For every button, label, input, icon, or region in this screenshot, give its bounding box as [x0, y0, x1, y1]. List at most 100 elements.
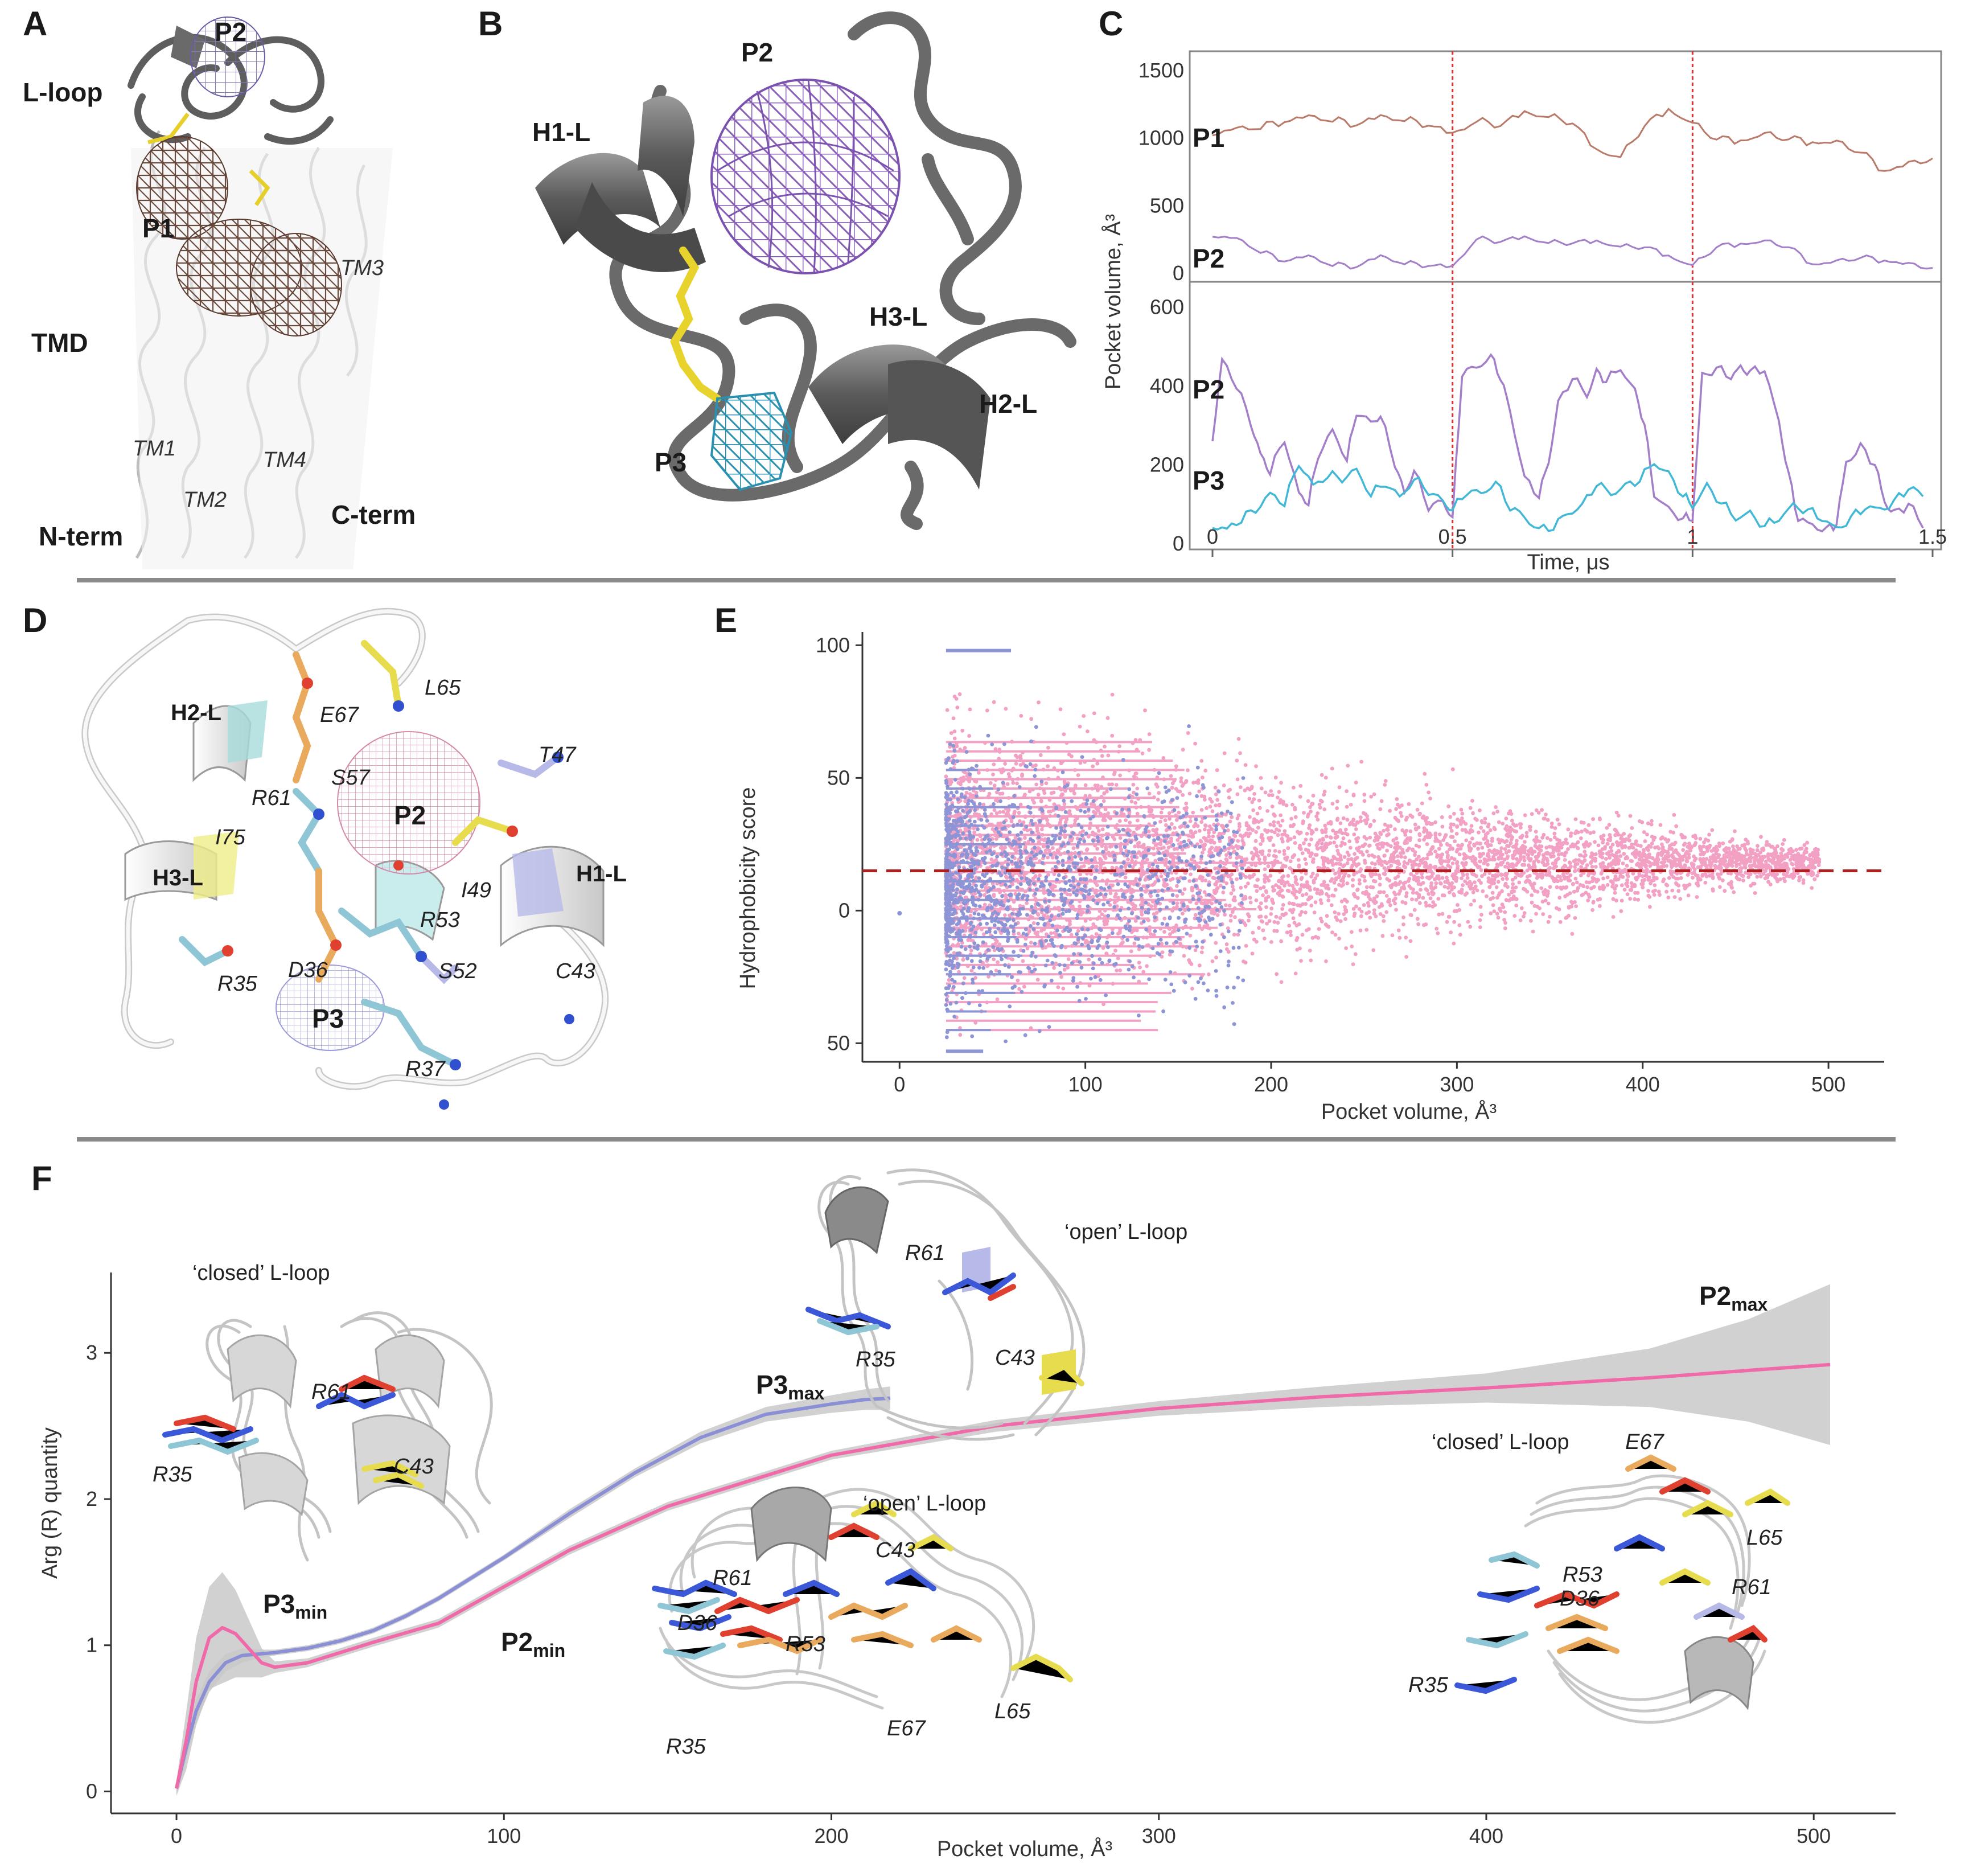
e-point-pink: [1276, 820, 1280, 824]
e-point-pink: [1294, 972, 1298, 976]
e-point-pink: [1391, 933, 1395, 937]
e-point-pink: [1063, 968, 1067, 972]
e-point-pink: [1215, 880, 1219, 884]
e-point-pink: [1216, 913, 1220, 917]
e-point-pink: [1405, 816, 1409, 820]
e-point-pink: [1210, 827, 1214, 831]
e-point-pink: [1399, 855, 1403, 859]
e-point-pink: [1353, 914, 1357, 918]
e-point-pink: [1314, 853, 1318, 857]
e-point-pink: [1733, 830, 1737, 834]
e-point-pink: [1753, 891, 1757, 895]
e-point-pink: [1279, 824, 1283, 828]
e-point-pink: [1099, 858, 1103, 862]
e-point-pink: [1541, 912, 1545, 916]
e-point-pink: [1359, 815, 1363, 819]
e-point-pink: [1598, 897, 1602, 901]
e-point-pink: [1204, 824, 1208, 828]
e-point-pink: [1175, 894, 1179, 898]
e-point-pink: [1269, 789, 1273, 793]
e-point-pink: [1693, 843, 1697, 847]
e-point-pink: [1698, 847, 1702, 851]
e-point-pink: [1233, 898, 1237, 902]
e-point-pink: [1721, 841, 1725, 845]
e-point-pink: [1264, 896, 1268, 900]
e-point-pink: [1723, 889, 1727, 893]
e-point-pink: [1419, 859, 1423, 863]
e-point-pink: [1267, 836, 1271, 840]
e-point-pink: [1322, 860, 1326, 864]
e-point-pink: [1178, 942, 1182, 946]
e-point-pink: [1583, 859, 1587, 863]
c-bottom-ytick-1: 200: [1150, 453, 1184, 477]
c-xtick-3: 1.5: [1918, 525, 1947, 548]
e-point-pink: [1748, 864, 1752, 868]
e-point-pink: [1235, 877, 1239, 881]
e-point-pink: [1511, 882, 1515, 886]
e-point-pink: [1201, 775, 1205, 779]
e-point-pink: [1479, 826, 1483, 830]
e-point-pink: [1586, 844, 1590, 848]
d-res-i75: I75: [215, 826, 246, 849]
e-point-pink: [1438, 881, 1442, 885]
e-point-pink: [1188, 934, 1192, 938]
e-point-pink: [1501, 877, 1505, 881]
e-point-pink: [1118, 819, 1122, 823]
e-point-pink: [1462, 852, 1466, 856]
e-point-pink: [1137, 841, 1141, 845]
e-point-pink: [1288, 883, 1292, 887]
e-point-pink: [1414, 828, 1418, 832]
c-label-p1: P1: [1193, 123, 1224, 153]
e-point-pink: [1754, 865, 1758, 869]
e-point-pink: [1614, 898, 1618, 902]
e-point-pink: [1194, 949, 1198, 953]
e-point-pink: [1481, 852, 1485, 856]
e-point-pink: [1394, 849, 1398, 853]
e-point-pink: [1255, 889, 1259, 893]
e-point-pink: [1032, 921, 1036, 925]
e-point-pink: [1424, 783, 1428, 787]
e-point-pink: [1495, 912, 1499, 916]
e-point-pink: [1415, 891, 1419, 895]
a-label-c-term: C-term: [331, 500, 416, 529]
e-point-pink: [1500, 889, 1504, 893]
e-point-pink: [1403, 860, 1407, 864]
e-point-pink: [1171, 781, 1175, 785]
e-point-pink: [1274, 775, 1278, 779]
e-point-pink: [1224, 904, 1228, 908]
e-point-pink: [1519, 826, 1523, 830]
e-point-pink: [1339, 844, 1343, 848]
e-point-pink: [1058, 820, 1062, 824]
e-point-pink: [1592, 900, 1596, 904]
e-point-pink: [1601, 861, 1605, 865]
e-point-pink: [1273, 920, 1277, 924]
e-point-pink: [1746, 840, 1750, 844]
e-point-pink: [1301, 893, 1305, 897]
e-point-pink: [1453, 839, 1457, 843]
e-point-pink: [1434, 881, 1438, 885]
e-point-pink: [1264, 915, 1268, 919]
e-point-pink: [1385, 894, 1389, 898]
e-point-pink: [1174, 787, 1178, 791]
e-point-pink: [1557, 839, 1561, 843]
e-point-pink: [1597, 844, 1601, 848]
e-point-pink: [1525, 835, 1529, 839]
e-point-pink: [1330, 904, 1334, 908]
e-point-pink: [1442, 894, 1446, 898]
e-point-pink: [1777, 859, 1781, 863]
e-point-pink: [1306, 815, 1310, 819]
e-point-pink: [1547, 920, 1551, 924]
e-point-pink: [1298, 784, 1302, 788]
e-point-pink: [1368, 916, 1372, 919]
e-point-pink: [1582, 855, 1586, 859]
e-point-pink: [1181, 793, 1185, 797]
e-point-pink: [1236, 778, 1240, 782]
e-point-pink: [1582, 821, 1586, 825]
e-point-pink: [1029, 941, 1033, 945]
e-point-pink: [1155, 911, 1159, 915]
e-point-pink: [1802, 843, 1806, 847]
e-point-pink: [1601, 841, 1605, 845]
e-point-pink: [1473, 886, 1477, 890]
e-point-pink: [1323, 830, 1327, 834]
e-point-pink: [1214, 941, 1218, 945]
